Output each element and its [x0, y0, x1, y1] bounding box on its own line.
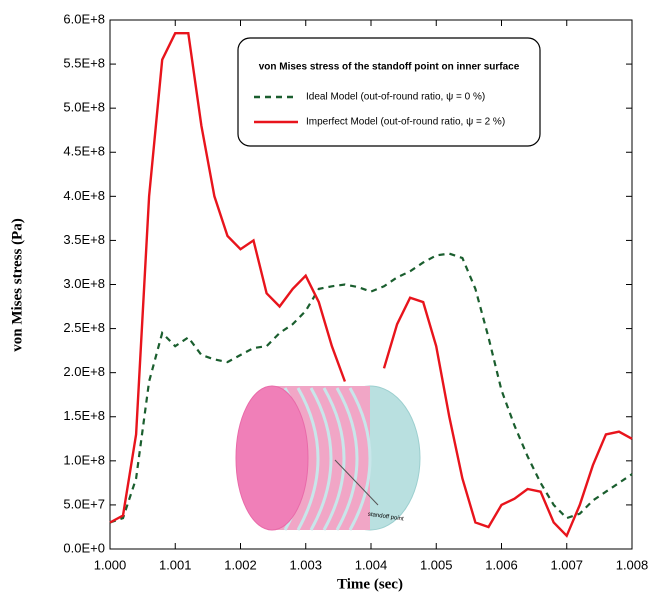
y-tick-label: 0.0E+0: [63, 540, 105, 555]
x-axis-label: Time (sec): [337, 576, 403, 592]
x-tick-label: 1.002: [224, 557, 257, 572]
x-tick-label: 1.007: [550, 557, 583, 572]
y-tick-label: 4.5E+8: [63, 144, 105, 159]
x-tick-label: 1.005: [420, 557, 453, 572]
x-tick-label: 1.001: [159, 557, 192, 572]
y-tick-label: 6.0E+8: [63, 11, 105, 26]
y-tick-label: 5.0E+8: [63, 100, 105, 115]
inset-image: standoff point: [236, 386, 420, 530]
y-tick-label: 3.0E+8: [63, 276, 105, 291]
y-tick-label: 2.0E+8: [63, 364, 105, 379]
y-axis-label: von Mises stress (Pa): [9, 218, 25, 351]
legend-label: Imperfect Model (out-of-round ratio, ψ =…: [306, 117, 505, 128]
x-tick-label: 1.004: [355, 557, 388, 572]
legend-label: Ideal Model (out-of-round ratio, ψ = 0 %…: [306, 92, 485, 103]
y-tick-label: 2.5E+8: [63, 320, 105, 335]
x-tick-label: 1.000: [94, 557, 127, 572]
page: standoff point Time (sec) von Mises stre…: [0, 0, 653, 595]
y-tick-label: 5.0E+7: [63, 496, 105, 511]
x-tick-label: 1.008: [616, 557, 649, 572]
x-tick-label: 1.006: [485, 557, 518, 572]
chart: standoff point Time (sec) von Mises stre…: [0, 0, 653, 595]
x-tick-label: 1.003: [289, 557, 322, 572]
y-tick-label: 1.5E+8: [63, 408, 105, 423]
y-tick-label: 3.5E+8: [63, 232, 105, 247]
y-tick-label: 1.0E+8: [63, 452, 105, 467]
y-tick-label: 4.0E+8: [63, 188, 105, 203]
legend-title: von Mises stress of the standoff point o…: [259, 62, 520, 73]
y-tick-label: 5.5E+8: [63, 56, 105, 71]
